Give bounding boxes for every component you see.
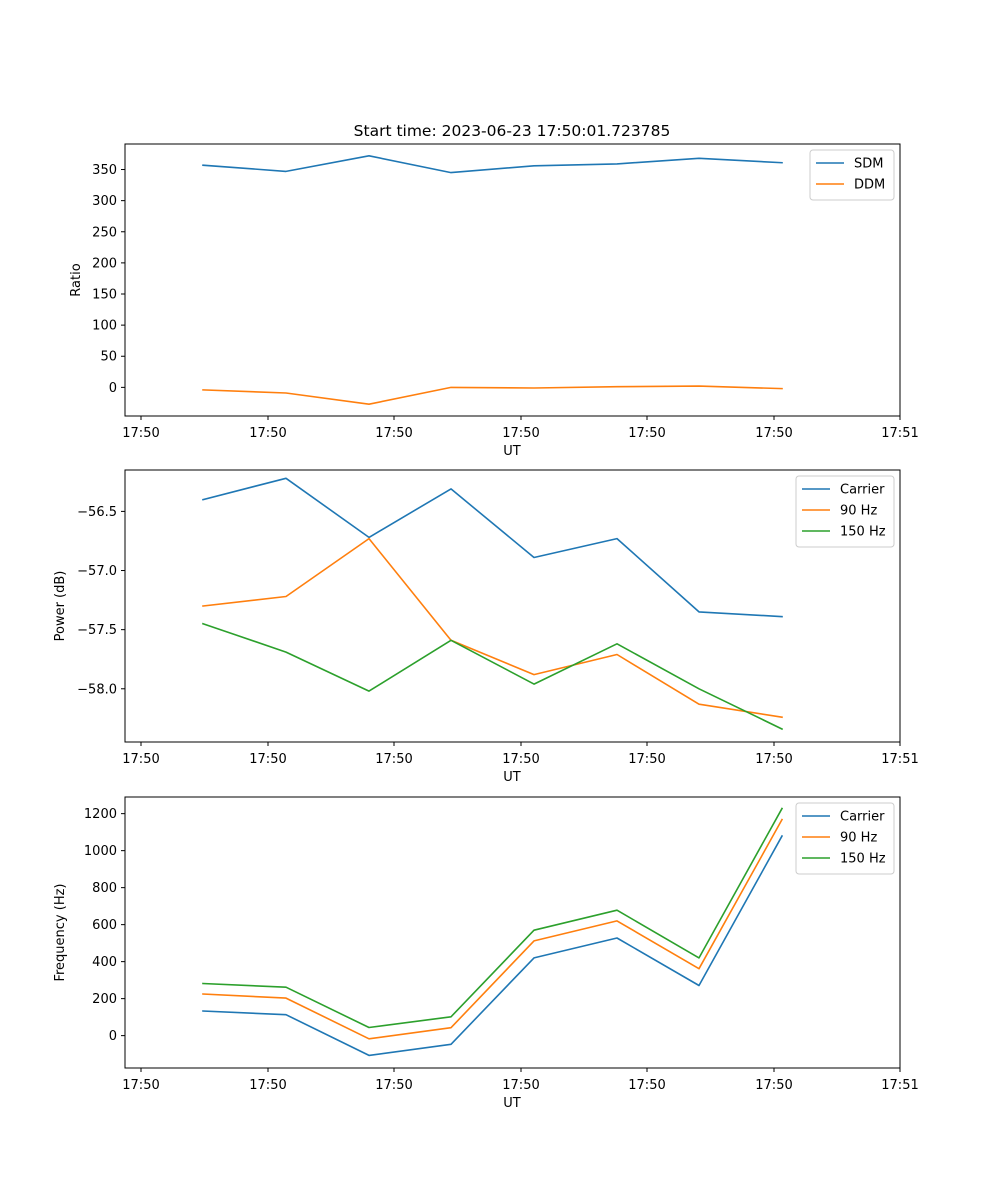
x-tick-label: 17:50 bbox=[502, 1078, 539, 1093]
x-tick-label: 17:50 bbox=[755, 426, 792, 441]
y-tick-label: 200 bbox=[92, 256, 117, 271]
y-tick-label: 150 bbox=[92, 288, 117, 303]
x-tick-label: 17:51 bbox=[881, 1078, 918, 1093]
series-line-150-hz bbox=[202, 807, 784, 1029]
x-tick-label: 17:50 bbox=[375, 426, 412, 441]
series-line-90-hz bbox=[202, 818, 784, 1040]
x-tick-label: 17:50 bbox=[122, 752, 159, 767]
x-tick-label: 17:50 bbox=[628, 426, 665, 441]
x-tick-label: 17:50 bbox=[502, 752, 539, 767]
y-tick-label: 400 bbox=[92, 955, 117, 970]
axes-frame bbox=[124, 796, 901, 1069]
legend-entry: 90 Hz bbox=[840, 504, 877, 519]
y-axis-label: Ratio bbox=[69, 263, 84, 296]
x-tick-label: 17:50 bbox=[375, 1078, 412, 1093]
y-tick-label: 1000 bbox=[84, 844, 117, 859]
legend-entry: 150 Hz bbox=[840, 525, 886, 540]
legend-entry: Carrier bbox=[840, 810, 885, 825]
x-tick-label: 17:50 bbox=[122, 1078, 159, 1093]
legend-entry: 90 Hz bbox=[840, 831, 877, 846]
panel-3: 17:50 17:50 17:50 17:50 17:50 17:50 17:51 0 200 4… bbox=[53, 796, 919, 1111]
y-tick-label: 600 bbox=[92, 918, 117, 933]
legend-box bbox=[795, 802, 895, 875]
y-tick-label: 0 bbox=[109, 1029, 117, 1044]
x-tick-label: 17:50 bbox=[375, 752, 412, 767]
y-axis-label: Frequency (Hz) bbox=[53, 883, 68, 981]
y-tick-label: 350 bbox=[92, 163, 117, 178]
x-tick-label: 17:50 bbox=[628, 1078, 665, 1093]
x-axis-label: UT bbox=[503, 444, 521, 459]
series-line-carrier bbox=[202, 477, 783, 618]
legend-entry: SDM bbox=[854, 157, 883, 172]
legend-box bbox=[795, 475, 895, 548]
x-tick-label: 17:50 bbox=[755, 1078, 792, 1093]
legend-entry: DDM bbox=[854, 178, 885, 193]
x-axis-label: UT bbox=[503, 770, 521, 785]
x-tick-label: 17:51 bbox=[881, 426, 918, 441]
panel-2: 17:50 17:50 17:50 17:50 17:50 17:50 17:51 −58.0… bbox=[53, 469, 919, 785]
y-tick-label: 1200 bbox=[84, 807, 117, 822]
legend: Carrier 90 Hz 150 Hz bbox=[795, 475, 895, 548]
x-tick-label: 17:51 bbox=[881, 752, 918, 767]
series-line-150-hz bbox=[201, 622, 784, 731]
axes-frame bbox=[124, 143, 901, 417]
series-line-90-hz bbox=[202, 537, 783, 719]
x-tick-label: 17:50 bbox=[755, 752, 792, 767]
legend-entry: Carrier bbox=[840, 483, 885, 498]
y-tick-label: −57.0 bbox=[77, 564, 117, 579]
x-tick-label: 17:50 bbox=[502, 426, 539, 441]
series-line-sdm bbox=[202, 155, 783, 174]
axes-frame bbox=[124, 469, 901, 743]
y-tick-label: 50 bbox=[100, 350, 117, 365]
legend-entry: 150 Hz bbox=[840, 852, 886, 867]
y-tick-label: 100 bbox=[92, 319, 117, 334]
y-tick-label: 250 bbox=[92, 225, 117, 240]
y-tick-label: 0 bbox=[109, 381, 117, 396]
legend: Carrier 90 Hz 150 Hz bbox=[795, 802, 895, 875]
y-tick-label: 300 bbox=[92, 194, 117, 209]
y-tick-label: −56.5 bbox=[77, 505, 117, 520]
panel-1: 17:50 17:50 17:50 17:50 17:50 17:50 17:51 0 50 10… bbox=[69, 122, 919, 459]
y-tick-label: −58.0 bbox=[77, 682, 117, 697]
x-tick-label: 17:50 bbox=[249, 1078, 286, 1093]
x-tick-label: 17:50 bbox=[628, 752, 665, 767]
y-axis-label: Power (dB) bbox=[53, 571, 68, 642]
x-tick-label: 17:50 bbox=[122, 426, 159, 441]
x-tick-label: 17:50 bbox=[249, 426, 286, 441]
legend: SDM DDM bbox=[809, 149, 895, 201]
x-axis-label: UT bbox=[503, 1096, 521, 1111]
series-line-ddm bbox=[202, 385, 783, 406]
x-tick-label: 17:50 bbox=[249, 752, 286, 767]
series-line-carrier bbox=[202, 834, 784, 1057]
y-tick-label: 200 bbox=[92, 992, 117, 1007]
y-tick-label: −57.5 bbox=[77, 623, 117, 638]
y-tick-label: 800 bbox=[92, 881, 117, 896]
chart-title: Start time: 2023-06-23 17:50:01.723785 bbox=[354, 122, 671, 140]
